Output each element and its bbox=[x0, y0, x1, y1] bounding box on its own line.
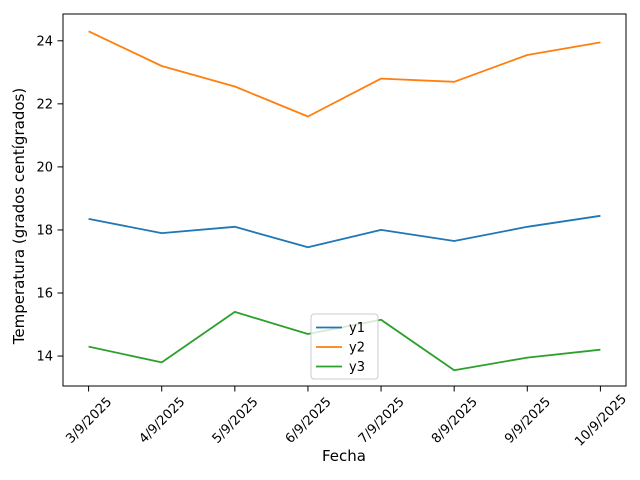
x-tick-label: 7/9/2025 bbox=[356, 395, 408, 447]
x-axis-label: Fecha bbox=[322, 447, 366, 465]
y-tick-label: 14 bbox=[36, 350, 53, 365]
x-tick-label: 9/9/2025 bbox=[502, 395, 554, 447]
x-tick-label: 5/9/2025 bbox=[210, 395, 262, 447]
y-axis-label: Temperatura (grados centígrados) bbox=[10, 88, 28, 345]
x-tick-label: 4/9/2025 bbox=[136, 395, 188, 447]
y-tick-label: 24 bbox=[36, 34, 53, 49]
y-tick-label: 16 bbox=[36, 287, 53, 302]
series-line-y2 bbox=[88, 30, 601, 118]
y-tick-label: 18 bbox=[36, 223, 53, 238]
axes bbox=[62, 13, 627, 387]
series-line-y1 bbox=[88, 214, 601, 249]
x-tick-label: 3/9/2025 bbox=[63, 395, 115, 447]
x-tick-label: 6/9/2025 bbox=[283, 395, 335, 447]
y-tick-label: 20 bbox=[36, 160, 53, 175]
legend-label-y3: y3 bbox=[349, 360, 365, 375]
legend-label-y2: y2 bbox=[349, 341, 365, 356]
legend-box bbox=[310, 313, 379, 380]
y-tick-label: 22 bbox=[36, 97, 53, 112]
legend-label-y1: y1 bbox=[349, 321, 365, 336]
x-tick-label: 10/9/2025 bbox=[572, 392, 630, 450]
x-tick-label: 8/9/2025 bbox=[429, 395, 481, 447]
plot-spines bbox=[62, 13, 627, 387]
legend: y1 y2 y3 bbox=[310, 313, 379, 380]
